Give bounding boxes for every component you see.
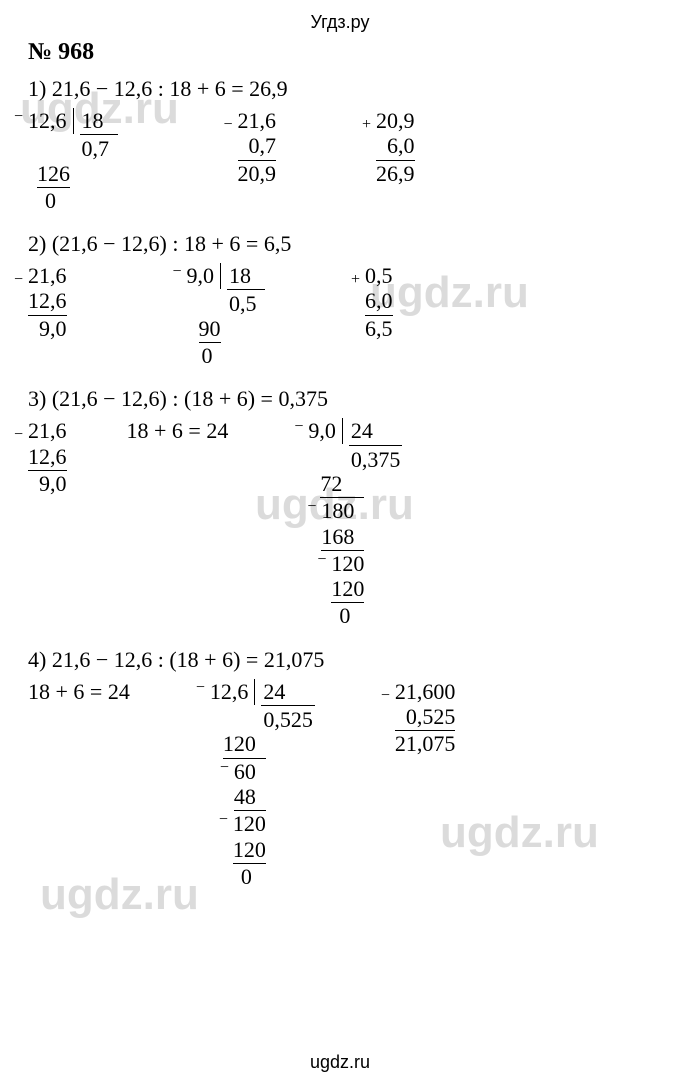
p3-aux-equation: 18 + 6 = 24 — [127, 418, 229, 444]
p3-sub-a: 21,6 — [28, 418, 67, 443]
p1-div-step: 126 — [37, 161, 70, 188]
problem-number: № 968 — [28, 39, 652, 66]
p2-div-step: 90 — [199, 316, 221, 343]
minus-icon: − — [317, 551, 326, 569]
p1-sub-r: 20,9 — [238, 161, 277, 186]
minus-icon: − — [294, 418, 303, 436]
minus-icon: − — [14, 271, 23, 289]
p3-div-step: 168 — [321, 524, 364, 551]
minus-icon: − — [196, 679, 205, 697]
minus-icon: − — [307, 498, 316, 516]
p1-div-divisor: 18 — [80, 108, 118, 135]
p2-div-step: 0 — [202, 343, 221, 368]
p4-div-step: 120 — [233, 837, 266, 864]
p3-div-dividend: 9,0 — [308, 418, 336, 443]
site-footer: ugdz.ru — [0, 1052, 680, 1073]
p2-division: −9,0 18 0,5 90 0 — [187, 263, 266, 368]
p2-add-a: 0,5 — [365, 263, 393, 288]
p2-sub-a: 21,6 — [28, 263, 67, 288]
p3-div-step: 72 — [320, 471, 364, 498]
p1-div-dividend: 12,6 — [28, 108, 67, 133]
p2-sub-r: 9,0 — [28, 316, 67, 341]
p4-div-step: 120 — [223, 731, 266, 758]
p3-div-divisor: 24 — [349, 418, 403, 445]
site-header: Угдз.ру — [28, 12, 652, 33]
p2-div-dividend: 9,0 — [187, 263, 215, 288]
p4-aux-equation: 18 + 6 = 24 — [28, 679, 130, 705]
p1-sub-a: 21,6 — [238, 108, 277, 133]
p3-work-row: − 21,6 12,6 9,0 18 + 6 = 24 −9,0 24 0,37… — [28, 418, 652, 628]
p3-subtraction: − 21,6 12,6 9,0 — [28, 418, 67, 496]
p4-div-step: −120 — [233, 811, 266, 836]
minus-icon: − — [224, 116, 233, 134]
p1-addition: + 20,9 6,0 26,9 — [376, 108, 415, 186]
p4-sub-r: 21,075 — [395, 731, 456, 756]
minus-icon: − — [14, 108, 23, 126]
minus-icon: − — [219, 811, 228, 829]
p3-division: − 9,0 24 0,375 72 −180 168 −120 120 0 — [308, 418, 402, 628]
p4-div-step: 48 — [234, 784, 266, 811]
p4-div-quotient: 0,525 — [261, 706, 315, 732]
p1-work-row: −12,6 18 0,7 126 0 − 21,6 0,7 — [28, 108, 652, 213]
plus-icon: + — [362, 116, 371, 134]
p4-division: − 12,6 24 0,525 120 −60 48 −120 120 0 — [210, 679, 315, 889]
p4-sub-b: 0,525 — [395, 704, 456, 731]
p1-add-r: 26,9 — [376, 161, 415, 186]
p2-subtraction: − 21,6 12,6 9,0 — [28, 263, 67, 341]
p1-sub-b: 0,7 — [238, 133, 277, 160]
p4-sub-a: 21,600 — [395, 679, 456, 704]
p4-div-divisor: 24 — [261, 679, 315, 706]
minus-icon: − — [173, 263, 182, 281]
p1-equation: 1) 21,6 − 12,6 : 18 + 6 = 26,9 — [28, 76, 652, 102]
p3-equation: 3) (21,6 − 12,6) : (18 + 6) = 0,375 — [28, 386, 652, 412]
minus-icon: − — [381, 687, 390, 705]
p1-div-step: 0 — [45, 188, 70, 213]
p3-div-step: −120 — [331, 551, 364, 576]
p4-equation: 4) 21,6 − 12,6 : (18 + 6) = 21,075 — [28, 647, 652, 673]
p3-aux: 18 + 6 = 24 — [127, 418, 229, 444]
p1-div-quotient: 0,7 — [80, 135, 118, 161]
plus-icon: + — [351, 271, 360, 289]
p3-div-step: −180 — [321, 498, 364, 523]
p4-div-dividend: 12,6 — [210, 679, 249, 704]
p1-division: −12,6 18 0,7 126 0 — [28, 108, 118, 213]
p3-sub-b: 12,6 — [28, 444, 67, 471]
p3-sub-r: 9,0 — [28, 471, 67, 496]
p4-div-step: −60 — [234, 759, 266, 784]
p2-equation: 2) (21,6 − 12,6) : 18 + 6 = 6,5 — [28, 231, 652, 257]
p4-div-step: 0 — [241, 864, 266, 889]
p1-subtraction: − 21,6 0,7 20,9 — [238, 108, 277, 186]
p2-addition: + 0,5 6,0 6,5 — [365, 263, 393, 341]
p4-aux: 18 + 6 = 24 — [28, 679, 130, 705]
p3-div-step: 120 — [331, 576, 364, 603]
p2-add-b: 6,0 — [365, 288, 393, 315]
minus-icon: − — [220, 759, 229, 777]
p2-work-row: − 21,6 12,6 9,0 −9,0 18 0,5 — [28, 263, 652, 368]
p2-sub-b: 12,6 — [28, 288, 67, 315]
p1-add-b: 6,0 — [376, 133, 415, 160]
p2-div-divisor: 18 — [227, 263, 265, 290]
p3-div-step: 0 — [339, 603, 364, 628]
p4-work-row: 18 + 6 = 24 −12,6 24 0,525 120 −60 — [28, 679, 652, 889]
p2-add-r: 6,5 — [365, 316, 393, 341]
p3-div-quotient: 0,375 — [349, 446, 403, 472]
page: Угдз.ру № 968 1) 21,6 − 12,6 : 18 + 6 = … — [0, 0, 680, 1077]
p4-subtraction: − 21,600 0,525 21,075 — [395, 679, 456, 757]
p2-div-quotient: 0,5 — [227, 290, 265, 316]
minus-icon: − — [14, 426, 23, 444]
p1-add-a: 20,9 — [376, 108, 415, 133]
